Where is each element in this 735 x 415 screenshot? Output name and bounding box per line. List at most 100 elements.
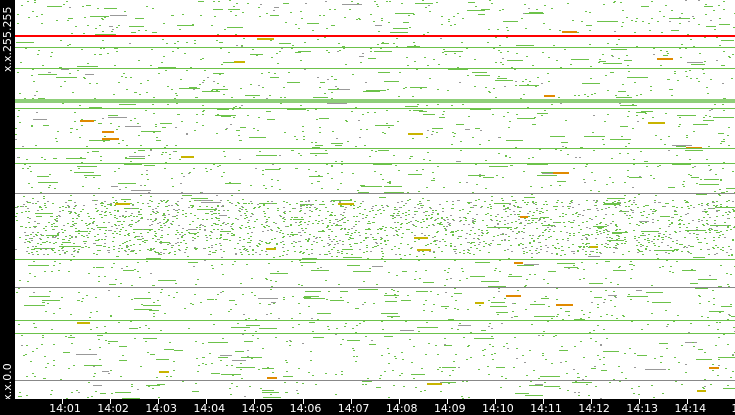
data-point	[381, 313, 398, 314]
data-point	[337, 250, 339, 251]
data-point	[523, 94, 525, 95]
data-point	[173, 151, 175, 152]
data-point	[292, 208, 294, 209]
data-point	[225, 183, 241, 184]
data-point	[559, 216, 561, 217]
data-point	[548, 271, 556, 272]
data-point	[358, 232, 360, 233]
data-point	[310, 205, 312, 206]
data-point	[588, 256, 600, 257]
data-point	[270, 280, 272, 281]
data-point	[262, 174, 264, 175]
data-point	[583, 210, 585, 211]
data-point	[130, 161, 132, 162]
data-point	[298, 241, 301, 242]
data-point	[368, 58, 376, 59]
data-point	[15, 128, 17, 129]
data-point	[335, 236, 337, 237]
data-point	[118, 168, 120, 169]
data-point	[665, 236, 667, 237]
data-point	[619, 153, 621, 154]
data-point	[326, 28, 328, 29]
data-point	[620, 105, 637, 106]
data-point	[647, 301, 649, 302]
data-point	[405, 87, 407, 88]
data-point	[108, 373, 110, 374]
data-point	[247, 115, 249, 116]
data-point	[447, 222, 449, 223]
data-point	[244, 248, 246, 249]
horizontal-band	[15, 162, 735, 164]
data-point	[241, 225, 243, 226]
data-point	[158, 239, 160, 240]
plot-area[interactable]	[15, 0, 735, 399]
data-point	[192, 304, 194, 305]
data-point	[153, 97, 155, 98]
data-point	[138, 60, 140, 61]
data-point	[703, 225, 705, 226]
data-point	[609, 237, 611, 238]
data-point	[406, 223, 408, 224]
data-point	[127, 254, 129, 255]
data-point	[187, 256, 189, 257]
data-point	[632, 210, 634, 211]
data-point	[606, 230, 608, 231]
data-point	[337, 221, 339, 222]
data-point	[76, 129, 78, 130]
data-point	[381, 248, 383, 249]
data-point	[721, 192, 725, 193]
data-point	[573, 235, 575, 236]
data-point	[463, 250, 465, 251]
data-point	[29, 238, 31, 239]
data-point	[71, 237, 73, 238]
data-point	[703, 120, 714, 121]
data-point	[386, 81, 397, 82]
data-point	[578, 204, 580, 205]
data-point	[459, 82, 461, 83]
data-point	[308, 372, 310, 373]
data-point	[676, 250, 678, 251]
data-point	[411, 247, 413, 248]
data-point	[707, 203, 709, 204]
data-point	[347, 265, 360, 266]
data-point	[246, 211, 248, 212]
data-point	[312, 375, 314, 376]
data-point	[93, 267, 95, 268]
data-point	[524, 218, 526, 219]
data-point	[537, 175, 557, 176]
data-point	[218, 213, 220, 214]
data-point	[140, 185, 142, 186]
data-point	[676, 249, 678, 250]
data-point	[560, 103, 562, 104]
data-point	[438, 247, 440, 248]
data-point	[56, 141, 58, 142]
data-point	[545, 239, 547, 240]
data-point	[283, 201, 285, 202]
data-point	[726, 201, 728, 202]
data-point	[220, 292, 222, 293]
data-point	[258, 7, 260, 8]
data-point	[53, 243, 55, 244]
data-point	[157, 384, 165, 385]
data-point	[87, 25, 89, 26]
data-point	[463, 224, 465, 225]
data-point	[327, 225, 329, 226]
data-point	[689, 233, 691, 234]
data-point	[550, 185, 552, 186]
data-point	[245, 95, 260, 96]
data-point	[30, 234, 32, 235]
data-point	[393, 43, 395, 44]
data-point	[277, 208, 279, 209]
data-point	[420, 88, 422, 89]
data-point	[712, 290, 714, 291]
data-point	[441, 251, 443, 252]
data-point	[427, 65, 429, 66]
data-point	[726, 252, 728, 253]
data-point	[626, 211, 628, 212]
data-point	[118, 143, 120, 144]
data-point	[669, 21, 671, 22]
y-axis: x.x.255.255 x.x.0.0	[0, 0, 15, 401]
data-point	[627, 95, 629, 96]
data-point	[374, 171, 376, 172]
data-point	[644, 235, 646, 236]
